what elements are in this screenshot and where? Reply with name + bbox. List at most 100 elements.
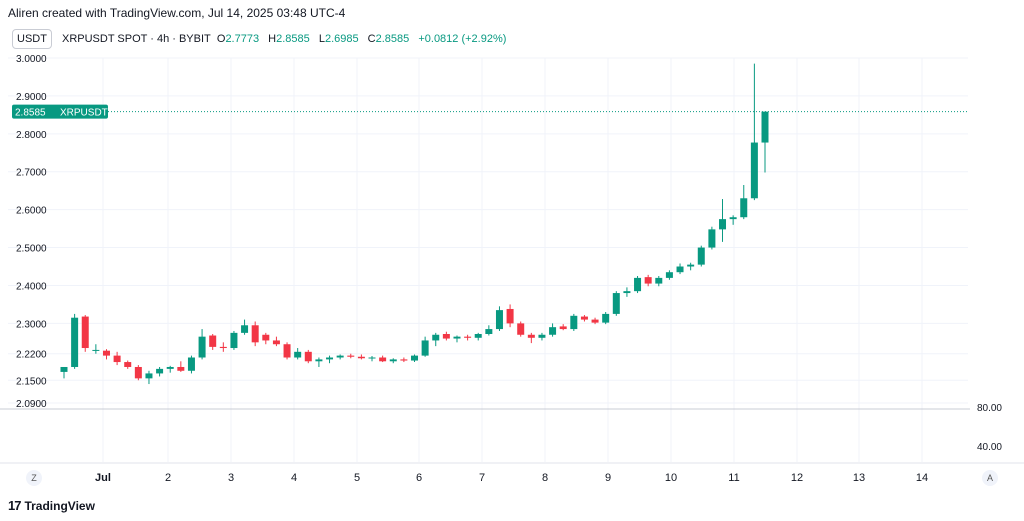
price-tick-label: 2.9000: [16, 92, 47, 103]
candle-body: [517, 323, 525, 335]
price-tick-label: 2.8000: [16, 130, 47, 141]
time-tick-label: 14: [916, 472, 928, 484]
candle-body: [634, 277, 642, 292]
candle-body: [272, 340, 280, 345]
last-price-symbol: XRPUSDT: [60, 108, 108, 119]
tradingview-logo: 17 TradingView: [8, 498, 95, 513]
time-tick-label: 11: [728, 472, 739, 484]
time-tick-label: 10: [665, 472, 677, 484]
candle-body: [389, 359, 397, 362]
candle-body: [156, 368, 164, 374]
candle-body: [644, 277, 652, 284]
time-tick-label: 7: [479, 472, 485, 484]
time-tick-label: 2: [165, 472, 171, 484]
candle-body: [612, 293, 620, 314]
candle-body: [113, 355, 121, 363]
change-value: +0.0812 (+2.92%): [418, 33, 507, 45]
time-tick-label: 13: [853, 472, 865, 484]
low-value: 2.6985: [324, 33, 359, 45]
candle-body: [251, 325, 259, 343]
time-tick-label: 8: [542, 472, 548, 484]
candle-body: [570, 315, 578, 330]
price-tick-label: 3.0000: [16, 54, 47, 65]
low-label: L: [318, 33, 325, 45]
candle-body: [432, 334, 440, 341]
price-tick-label: 2.1500: [16, 376, 47, 387]
candle-body: [400, 359, 408, 361]
chart-credit: Aliren created with TradingView.com, Jul…: [8, 6, 346, 20]
candle-body: [71, 317, 79, 367]
candle-body: [708, 229, 716, 248]
close-value: 2.8585: [375, 33, 410, 45]
candle-body: [102, 350, 110, 356]
currency-button[interactable]: USDT: [12, 29, 52, 49]
candle-body: [357, 356, 365, 359]
candle-body: [761, 111, 769, 143]
candle-body: [283, 344, 291, 358]
time-tick-label: 9: [605, 472, 611, 484]
candle-body: [411, 355, 418, 361]
symbol-name: XRPUSDT SPOT · 4h · BYBIT: [62, 33, 211, 45]
candle-body: [464, 336, 472, 338]
price-tick-label: 2.3000: [16, 319, 47, 330]
candle-body: [379, 357, 387, 362]
candle-body: [294, 351, 302, 358]
price-tick-label: 2.0900: [16, 399, 47, 410]
candle-body: [134, 366, 142, 379]
price-tick-label: 2.7000: [16, 168, 47, 179]
candle-body: [655, 277, 663, 284]
symbol-legend: XRPUSDT SPOT · 4h · BYBIT O2.7773 H2.858…: [62, 33, 506, 45]
candle-body: [262, 334, 270, 341]
candle-body: [166, 366, 174, 369]
candle-body: [697, 247, 705, 265]
candle-body: [602, 313, 610, 323]
candle-body: [124, 362, 132, 367]
candle-body: [198, 336, 206, 358]
candle-body: [304, 351, 312, 362]
price-tick-label: 2.5000: [16, 244, 47, 255]
candle-body: [750, 142, 758, 199]
time-tick-label: 12: [791, 472, 803, 484]
time-tick-label: Jul: [95, 472, 111, 484]
auto-scale-button[interactable]: A: [982, 470, 998, 486]
candle-body: [580, 316, 588, 320]
candle-body: [368, 357, 376, 359]
candle-body: [336, 355, 344, 358]
last-price-value: 2.8585: [15, 108, 46, 119]
indicator-tick-label: 40.00: [977, 442, 1002, 453]
candle-body: [719, 219, 727, 230]
close-label: C: [367, 33, 376, 45]
price-tick-label: 2.2200: [16, 350, 47, 361]
candle-body: [187, 357, 195, 371]
candle-body: [527, 334, 535, 338]
candle-body: [145, 373, 153, 379]
price-tick-label: 2.4000: [16, 281, 47, 292]
time-tick-label: 6: [416, 472, 422, 484]
candle-body: [549, 327, 557, 335]
tradingview-logo-icon: 17: [8, 498, 22, 513]
candle-body: [315, 359, 323, 362]
brand-name: TradingView: [24, 498, 95, 513]
price-tick-label: 2.6000: [16, 206, 47, 217]
candle-body: [538, 334, 546, 338]
candle-body: [591, 319, 599, 323]
candle-body: [495, 310, 503, 330]
candle-body: [729, 217, 737, 220]
candle-body: [485, 329, 493, 334]
time-tick-label: 3: [228, 472, 234, 484]
candle-body: [60, 366, 68, 372]
last-price-badge: [12, 104, 108, 119]
zoom-button[interactable]: Z: [26, 470, 42, 486]
candle-body: [347, 355, 355, 357]
candle-body: [453, 336, 461, 339]
candle-body: [421, 340, 429, 356]
candle-body: [559, 326, 567, 330]
candle-body: [687, 264, 695, 267]
candle-body: [241, 325, 249, 333]
candle-body: [676, 266, 684, 273]
candle-body: [81, 316, 89, 349]
open-label: O: [216, 33, 226, 45]
indicator-tick-label: 80.00: [977, 403, 1002, 414]
open-value: 2.7773: [225, 33, 260, 45]
